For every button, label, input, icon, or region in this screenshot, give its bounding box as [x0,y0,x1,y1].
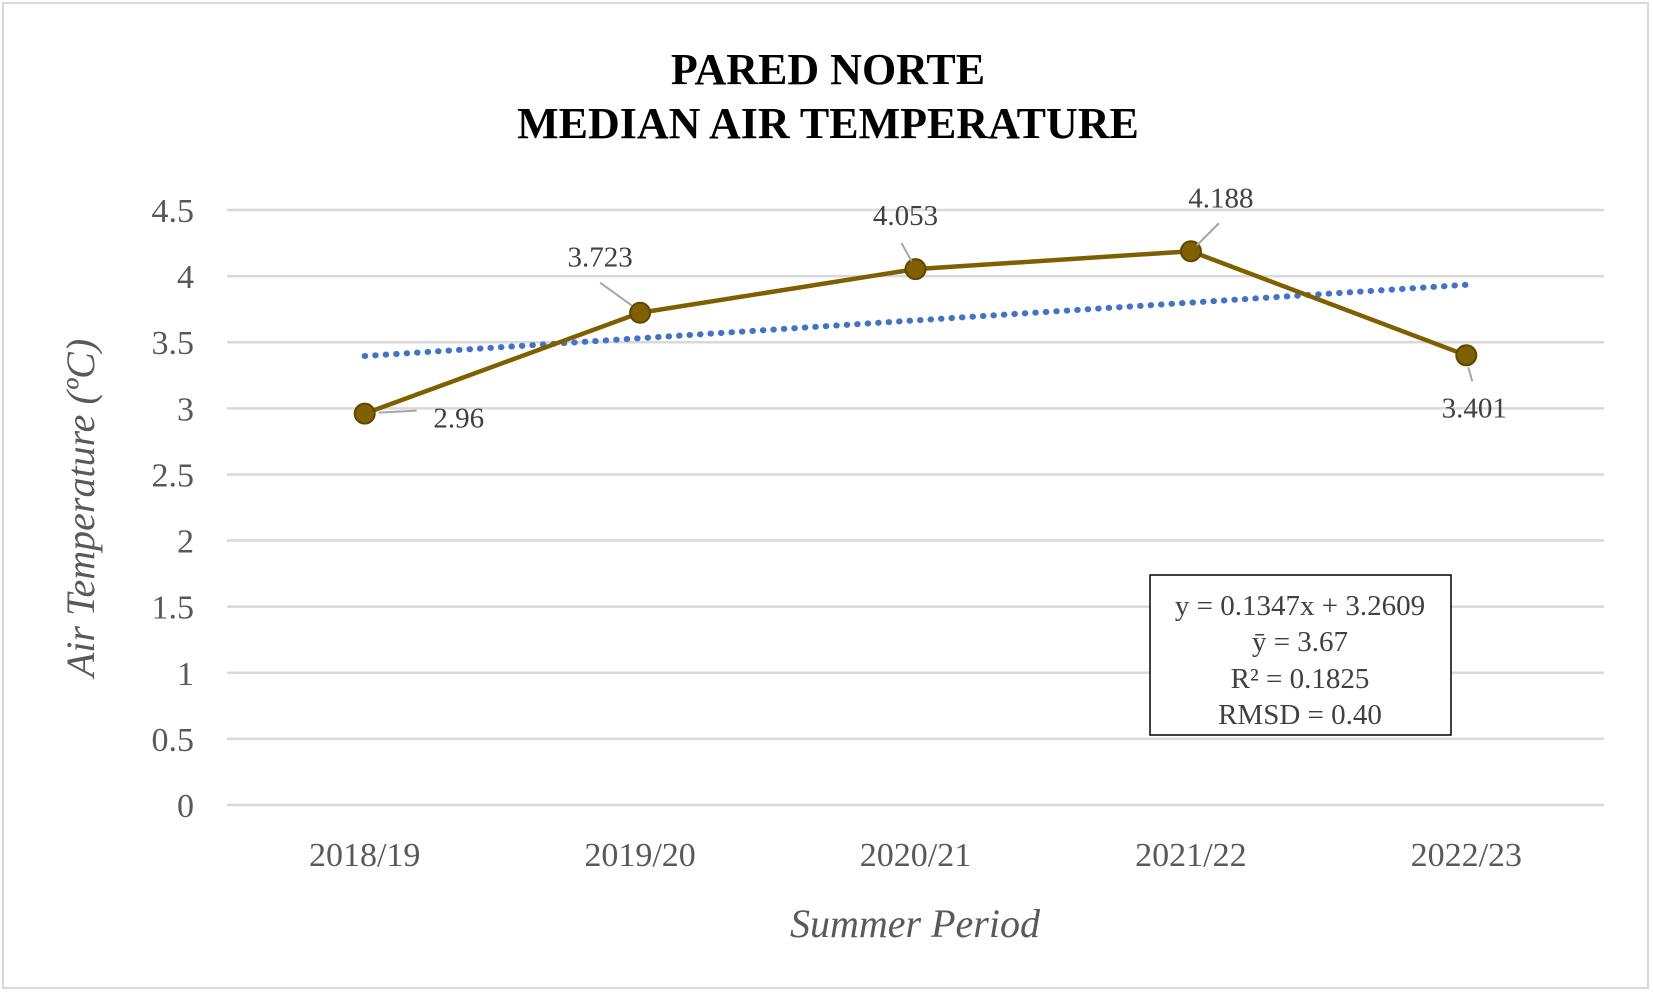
x-tick-label: 2021/22 [1135,837,1246,874]
line-chart: PARED NORTE MEDIAN AIR TEMPERATURE 0 0.5 1… [58,45,1604,946]
data-label: 3.723 [567,242,632,274]
data-point-marker [1179,240,1202,263]
y-tick-label: 1.5 [152,590,195,627]
x-axis-title: Summer Period [790,901,1041,946]
x-tick-label: 2018/19 [309,837,420,874]
x-tick-label: 2022/23 [1411,837,1522,874]
y-tick-label: 4.5 [152,193,195,230]
y-tick-label: 4 [177,259,194,296]
trendline [361,281,1470,360]
data-label: 3.401 [1442,392,1507,424]
data-label: 2.96 [433,403,484,435]
data-label-leader [378,409,417,414]
y-tick-label: 1 [177,656,194,693]
y-tick-label: 3.5 [152,325,195,362]
series-line [353,240,1478,425]
data-label-leader [1196,222,1220,246]
data-label: 4.188 [1188,182,1253,214]
stats-rmsd: RMSD = 0.40 [1218,699,1382,731]
data-point-marker [904,258,927,281]
y-tick-labels: 0 0.5 1 1.5 2 2.5 3 3.5 4 4.5 [152,193,195,825]
data-point-marker [353,402,376,425]
x-tick-label: 2020/21 [860,837,971,874]
y-tick-label: 2.5 [152,457,195,494]
chart-title-line1: PARED NORTE [671,45,985,94]
y-tick-label: 0 [177,788,194,825]
data-label: 4.053 [873,200,938,232]
data-label-leader [900,242,913,262]
data-label-leader [599,281,633,307]
data-point-marker [1455,344,1478,367]
y-tick-label: 3 [177,391,194,428]
data-label-leader [1467,367,1474,382]
trendline-path [361,281,1470,360]
y-axis-title: Air Temperature (ºC) [58,339,103,680]
stats-r-squared: R² = 0.1825 [1231,663,1370,695]
data-point-marker [629,301,652,324]
x-tick-label: 2019/20 [584,837,695,874]
x-tick-labels: 2018/19 2019/20 2020/21 2021/22 2022/23 [309,837,1522,874]
stats-mean: ȳ = 3.67 [1252,626,1348,658]
y-tick-label: 2 [177,524,194,561]
chart-title-line2: MEDIAN AIR TEMPERATURE [517,99,1139,148]
stats-equation: y = 0.1347x + 3.2609 [1175,590,1425,622]
stats-box-border [1149,574,1452,736]
data-labels: 2.96 3.723 4.053 4.188 3.401 [378,182,1507,435]
y-tick-label: 0.5 [152,722,195,759]
stats-box: y = 0.1347x + 3.2609 ȳ = 3.67 R² = 0.182… [1149,574,1452,736]
